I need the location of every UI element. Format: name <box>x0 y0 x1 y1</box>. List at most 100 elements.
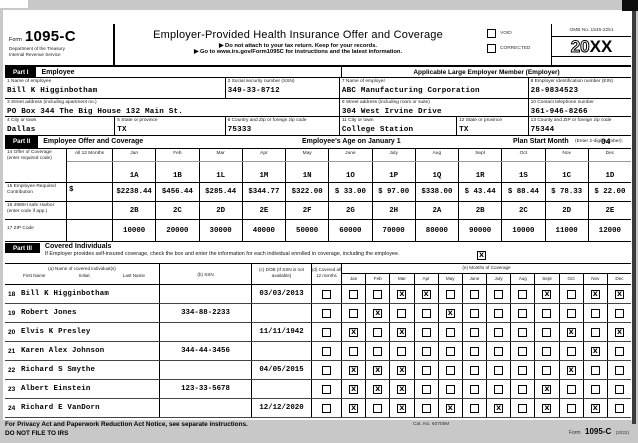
coverage-month-checkbox[interactable] <box>614 365 624 375</box>
part2-row16-value[interactable]: 2C <box>156 202 200 219</box>
employer-address-field[interactable]: 9 Street address (including room or suit… <box>340 99 529 116</box>
row15-all12-cell[interactable]: $ <box>67 183 113 201</box>
part2-row14-value[interactable]: 1S <box>502 162 546 182</box>
employee-address-field[interactable]: 3 Street address (including apartment no… <box>5 99 340 116</box>
coverage-month-checkbox[interactable] <box>518 365 528 375</box>
coverage-month-checkbox[interactable] <box>469 365 479 375</box>
coverage-month-checkbox[interactable] <box>421 384 431 394</box>
employee-state-field[interactable]: 5 State or province TX <box>115 117 226 135</box>
covered-dob-cell[interactable]: 12/12/2020 <box>252 399 312 417</box>
employer-ein-field[interactable]: 8 Employer identification number (EIN) 2… <box>530 79 614 95</box>
employee-name-field[interactable]: 1 Name of employee Bill K Higginbotham <box>5 78 226 98</box>
part2-row15-value[interactable]: $456.44 <box>156 183 200 201</box>
part2-row14-value[interactable]: 1P <box>373 162 416 182</box>
coverage-month-checkbox[interactable] <box>614 308 624 318</box>
coverage-month-checkbox[interactable] <box>566 403 576 413</box>
part2-row14-value[interactable]: 1N <box>286 162 330 182</box>
coverage-month-checkbox[interactable] <box>373 403 383 413</box>
coverage-month-checkbox[interactable] <box>590 384 600 394</box>
covered-ssn-cell[interactable]: 123-33-5678 <box>160 380 252 398</box>
coverage-month-checkbox[interactable] <box>542 308 552 318</box>
covered-name-cell[interactable]: 19 Robert Jones <box>5 304 160 322</box>
part2-row17-value[interactable]: 60000 <box>329 220 373 241</box>
covered-name-cell[interactable]: 20 Elvis K Presley <box>5 323 160 341</box>
employer-name-field[interactable]: 7 Name of employer ABC Manufacturing Cor… <box>340 78 529 98</box>
coverage-month-checkbox[interactable]: X <box>566 365 576 375</box>
part2-row16-value[interactable]: 2D <box>200 202 243 219</box>
part2-row17-value[interactable]: 11000 <box>546 220 589 241</box>
coverage-month-checkbox[interactable] <box>469 403 479 413</box>
part2-row16-value[interactable]: 2A <box>416 202 459 219</box>
part2-row15-value[interactable]: $ 43.44 <box>459 183 503 201</box>
part2-row16-value[interactable]: 2F <box>286 202 330 219</box>
coverage-month-checkbox[interactable] <box>494 327 504 337</box>
covered-dob-cell[interactable]: 04/05/2015 <box>252 361 312 379</box>
self-insured-checkbox[interactable]: X <box>477 251 486 260</box>
coverage-month-checkbox[interactable] <box>421 403 431 413</box>
part2-row17-value[interactable]: 12000 <box>598 226 621 235</box>
coverage-month-checkbox[interactable]: X <box>542 384 552 394</box>
coverage-month-checkbox[interactable]: X <box>542 403 552 413</box>
employee-city-field[interactable]: 4 City or town Dallas <box>5 117 116 135</box>
coverage-month-checkbox[interactable]: X <box>397 289 407 299</box>
coverage-month-checkbox[interactable] <box>445 346 455 356</box>
all-12-months-checkbox[interactable] <box>322 289 331 299</box>
void-checkbox[interactable] <box>487 29 496 38</box>
covered-name-cell[interactable]: 24 Richard E VanDorn <box>5 399 160 417</box>
coverage-month-checkbox[interactable]: X <box>590 346 600 356</box>
part2-row14-value[interactable]: 1R <box>459 162 503 182</box>
coverage-month-checkbox[interactable]: X <box>397 327 407 337</box>
coverage-month-checkbox[interactable]: X <box>349 403 359 413</box>
covered-dob-cell[interactable] <box>252 342 312 360</box>
covered-name-cell[interactable]: 18 Bill K Higginbotham <box>5 285 160 303</box>
covered-dob-cell[interactable]: 11/11/1942 <box>252 323 312 341</box>
part2-row17-value[interactable]: 40000 <box>243 220 286 241</box>
coverage-month-checkbox[interactable] <box>566 384 576 394</box>
covered-ssn-cell[interactable]: 334-88-2233 <box>160 304 252 322</box>
covered-dob-cell[interactable]: 03/03/2013 <box>252 285 312 303</box>
part2-row17-value[interactable]: 70000 <box>373 220 416 241</box>
part2-row14-value[interactable]: 1O <box>329 162 373 182</box>
coverage-month-checkbox[interactable] <box>445 365 455 375</box>
covered-ssn-cell[interactable]: 344-44-3456 <box>160 342 252 360</box>
covered-ssn-cell[interactable] <box>160 399 252 417</box>
coverage-month-checkbox[interactable] <box>518 327 528 337</box>
coverage-month-checkbox[interactable]: X <box>373 365 383 375</box>
corrected-checkbox[interactable] <box>487 44 496 53</box>
part2-row16-value[interactable]: 2B <box>459 202 503 219</box>
coverage-month-checkbox[interactable] <box>445 289 455 299</box>
coverage-month-checkbox[interactable] <box>590 365 600 375</box>
part2-row15-value[interactable]: $ 78.33 <box>546 183 589 201</box>
part2-row15-value[interactable]: $ 97.00 <box>373 183 416 201</box>
all-12-months-checkbox[interactable] <box>322 346 331 356</box>
coverage-month-checkbox[interactable] <box>349 346 359 356</box>
coverage-month-checkbox[interactable]: X <box>349 327 359 337</box>
coverage-month-checkbox[interactable] <box>349 308 359 318</box>
covered-ssn-cell[interactable] <box>160 285 252 303</box>
coverage-month-checkbox[interactable] <box>590 327 600 337</box>
coverage-month-checkbox[interactable]: X <box>614 289 624 299</box>
coverage-month-checkbox[interactable] <box>349 289 359 299</box>
coverage-month-checkbox[interactable] <box>373 327 383 337</box>
part2-row14-value[interactable]: 1B <box>156 162 200 182</box>
part2-row15-value[interactable]: $344.77 <box>243 183 286 201</box>
coverage-month-checkbox[interactable] <box>494 308 504 318</box>
coverage-month-checkbox[interactable] <box>494 365 504 375</box>
part2-row14-value[interactable]: 1Q <box>416 162 459 182</box>
covered-name-cell[interactable]: 23 Albert Einstein <box>5 380 160 398</box>
coverage-month-checkbox[interactable]: X <box>421 289 431 299</box>
coverage-month-checkbox[interactable] <box>614 346 624 356</box>
part2-row15-value[interactable]: $322.00 <box>286 183 330 201</box>
part2-row17-value[interactable]: 10000 <box>502 220 546 241</box>
coverage-month-checkbox[interactable] <box>494 384 504 394</box>
employee-ssn-field[interactable]: 2 Social security number (SSN) 349-33-87… <box>226 78 340 98</box>
row16-all12-cell[interactable] <box>67 202 113 219</box>
covered-ssn-cell[interactable] <box>160 323 252 341</box>
coverage-month-checkbox[interactable] <box>518 289 528 299</box>
coverage-month-checkbox[interactable] <box>542 327 552 337</box>
coverage-month-checkbox[interactable]: X <box>397 365 407 375</box>
part2-row15-value[interactable]: $ 22.00 <box>594 188 626 196</box>
all-12-months-checkbox[interactable] <box>322 403 331 413</box>
coverage-month-checkbox[interactable] <box>469 289 479 299</box>
part2-row17-value[interactable]: 20000 <box>156 220 200 241</box>
